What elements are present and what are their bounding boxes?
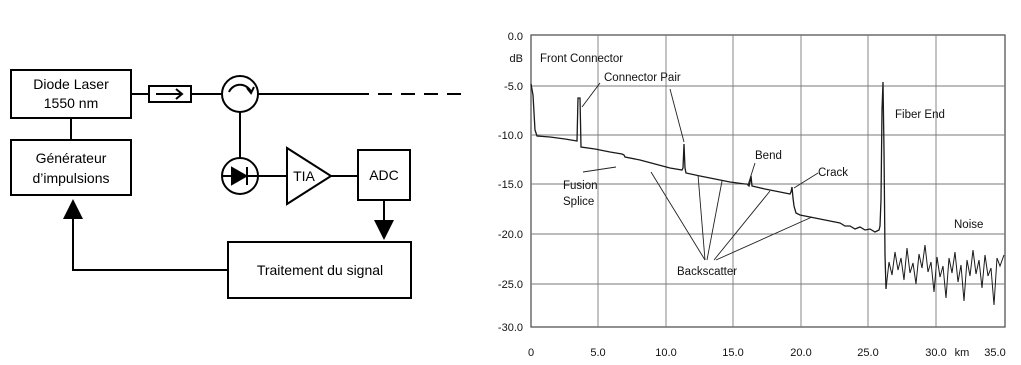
plot-frame: [530, 34, 1006, 328]
photodiode-icon: [222, 166, 258, 186]
y-unit-label: dB: [510, 53, 523, 65]
x-tick-0: 0: [528, 347, 534, 359]
x-tick-1: 5.0: [590, 347, 605, 359]
plot-grid: [530, 34, 1006, 328]
y-tick-3: -15.0: [498, 179, 523, 191]
y-tick-1: -5.0: [504, 81, 523, 93]
processing-label: Traitement du signal: [257, 262, 383, 278]
isolator-arrow-icon: [156, 88, 184, 100]
adc-box: [357, 149, 411, 201]
x-unit-label: km: [955, 347, 970, 359]
x-tick-4: 20.0: [790, 347, 811, 359]
x-tick-7: 35.0: [984, 347, 1005, 359]
noise-label: Noise: [954, 219, 983, 231]
noise-trace: [885, 244, 1005, 306]
block-labels: Diode Laser 1550 nm Générateur d’impulsi…: [32, 76, 398, 278]
crack-label: Crack: [818, 167, 848, 179]
circulator-arrow-icon: [228, 83, 252, 93]
x-tick-5: 25.0: [857, 347, 878, 359]
x-tick-6: 30.0: [925, 347, 946, 359]
otdr-plot: Front Connector Connector Pair Fiber End…: [498, 31, 1006, 359]
tia-amplifier: [286, 146, 333, 206]
bend-label: Bend: [755, 150, 782, 162]
pulse-generator-box: [10, 139, 132, 196]
x-axis-ticks: 0 5.0 10.0 15.0 20.0 25.0 30.0 km 35.0: [528, 347, 1006, 359]
connector-pair-label: Connector Pair: [604, 72, 681, 84]
x-tick-3: 15.0: [722, 347, 743, 359]
optical-circulator: [221, 75, 259, 113]
adc-label: ADC: [369, 167, 399, 183]
y-axis-ticks: 0.0 dB -5.0 -10.0 -15.0 -20.0 -25.0 -30.…: [498, 31, 523, 334]
laser-label-line2: 1550 nm: [44, 95, 98, 111]
fusion-label: Fusion: [563, 180, 598, 192]
y-tick-2: -10.0: [498, 130, 523, 142]
y-tick-5: -25.0: [498, 279, 523, 291]
backscatter-label: Backscatter: [677, 266, 737, 278]
laser-diode-box: [10, 69, 132, 119]
y-tick-4: -20.0: [498, 229, 523, 241]
y-tick-0: 0.0: [508, 31, 523, 43]
splice-label: Splice: [563, 196, 594, 208]
annotation-leaders: [581, 82, 819, 261]
tia-label: TIA: [293, 168, 315, 184]
front-connector-label: Front Connector: [540, 53, 623, 65]
block-diagram: [10, 69, 465, 299]
plot-annotations: Front Connector Connector Pair Fiber End…: [540, 53, 983, 278]
processing-to-generator-arrow: [63, 199, 228, 271]
signal-processing-box: [227, 241, 412, 299]
x-tick-2: 10.0: [655, 347, 676, 359]
generator-label-line1: Générateur: [36, 150, 107, 166]
y-tick-6: -30.0: [498, 322, 523, 334]
laser-label-line1: Diode Laser: [33, 76, 109, 92]
fiber-end-label: Fiber End: [895, 109, 945, 121]
otdr-trace: [530, 81, 887, 290]
generator-label-line2: d’impulsions: [32, 170, 109, 186]
